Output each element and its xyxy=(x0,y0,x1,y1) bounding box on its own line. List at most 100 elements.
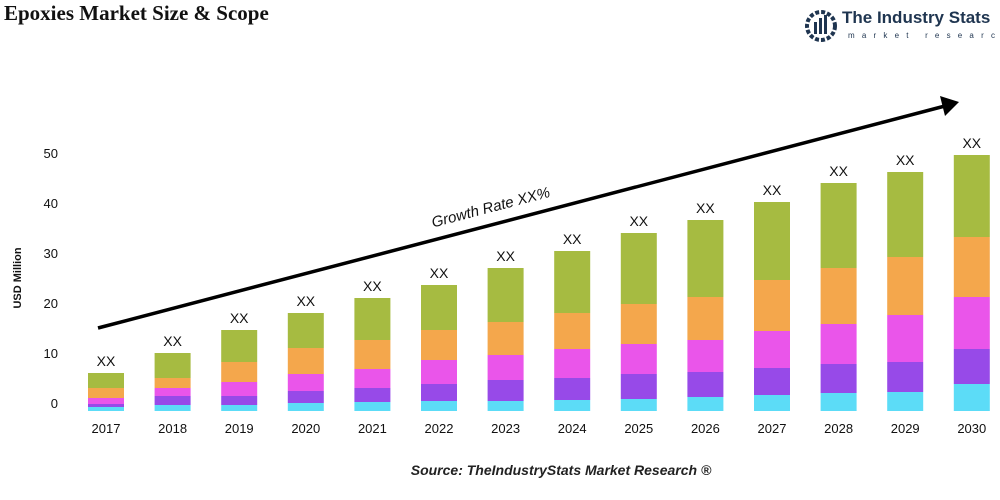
bar-stack-2021 xyxy=(354,298,391,411)
bar-segment-5 xyxy=(820,183,857,268)
data-label: XX xyxy=(496,248,515,264)
bar-segment-1 xyxy=(287,403,324,411)
bar-segment-3 xyxy=(154,388,191,396)
data-label: XX xyxy=(430,265,449,281)
bar-segment-4 xyxy=(620,304,657,344)
bar-segment-4 xyxy=(754,280,790,331)
bar-segment-4 xyxy=(687,297,724,340)
bar-segment-3 xyxy=(953,297,990,349)
data-label: XX xyxy=(629,213,648,229)
data-label: XX xyxy=(230,310,249,326)
bar-segment-2 xyxy=(154,396,191,405)
bar-stack-2025 xyxy=(620,233,657,411)
bar-segment-5 xyxy=(953,155,990,237)
bar-segment-1 xyxy=(754,395,790,411)
bar-segment-4 xyxy=(221,362,258,382)
bar-segment-5 xyxy=(687,220,724,297)
bar-stack-2030 xyxy=(953,155,990,411)
x-tick-label: 2023 xyxy=(491,421,520,436)
bar-segment-4 xyxy=(953,237,990,297)
bar-segment-1 xyxy=(154,405,191,411)
bar-segment-5 xyxy=(421,285,457,330)
bar-segment-5 xyxy=(620,233,657,304)
data-label: XX xyxy=(97,353,116,369)
bar-segment-1 xyxy=(554,400,591,411)
data-label: XX xyxy=(763,182,782,198)
x-tick-label: 2021 xyxy=(358,421,387,436)
x-tick-label: 2025 xyxy=(624,421,653,436)
bar-segment-3 xyxy=(421,360,457,384)
logo-tagline: market research xyxy=(848,31,1000,40)
logo-name: The Industry Stats xyxy=(842,8,991,27)
bar-segment-4 xyxy=(487,322,524,355)
bar-segment-1 xyxy=(687,397,724,411)
data-label: XX xyxy=(563,231,582,247)
x-tick-label: 2018 xyxy=(158,421,187,436)
bar-segment-2 xyxy=(687,372,724,397)
bar-segment-1 xyxy=(354,402,391,411)
data-label: XX xyxy=(163,333,182,349)
x-tick-label: 2019 xyxy=(225,421,254,436)
bar-segment-1 xyxy=(421,401,457,411)
bar-segment-3 xyxy=(354,369,391,388)
bar-segment-2 xyxy=(953,349,990,384)
bar-segment-2 xyxy=(88,404,124,407)
x-tick-label: 2029 xyxy=(891,421,920,436)
bar-segment-1 xyxy=(820,393,857,411)
bar-segment-5 xyxy=(221,330,258,362)
bar-segment-5 xyxy=(154,353,191,378)
logo: The Industry Stats market research xyxy=(804,6,1000,46)
bar-segment-3 xyxy=(88,398,124,404)
x-tick-label: 2017 xyxy=(92,421,121,436)
data-label: XX xyxy=(296,293,315,309)
bar-segment-5 xyxy=(554,251,591,313)
bar-segment-2 xyxy=(820,364,857,393)
bar-segment-2 xyxy=(887,362,924,392)
data-label: XX xyxy=(363,278,382,294)
bar-stack-2023 xyxy=(487,268,524,411)
bar-stack-2017 xyxy=(88,373,124,411)
x-tick-label: 2022 xyxy=(425,421,454,436)
bar-stack-2018 xyxy=(154,353,191,411)
bar-stack-2022 xyxy=(421,285,457,411)
bar-segment-3 xyxy=(221,382,258,396)
bar-segment-3 xyxy=(754,331,790,368)
data-label: XX xyxy=(896,152,915,168)
bar-stack-2024 xyxy=(554,251,591,411)
y-tick-label: 0 xyxy=(51,396,58,411)
bar-segment-3 xyxy=(820,324,857,364)
bar-segment-2 xyxy=(421,384,457,401)
bar-segment-2 xyxy=(354,388,391,402)
bar-segment-3 xyxy=(554,349,591,378)
bar-segment-2 xyxy=(620,374,657,399)
bar-stack-2019 xyxy=(221,330,258,411)
source-note: Source: TheIndustryStats Market Research… xyxy=(411,462,712,478)
bar-segment-1 xyxy=(88,407,124,411)
bar-segment-4 xyxy=(887,257,924,315)
bar-segment-1 xyxy=(487,401,524,411)
growth-arrow-line xyxy=(97,104,946,330)
bar-stack-2028 xyxy=(820,183,857,411)
bar-segment-5 xyxy=(88,373,124,388)
bar-segment-5 xyxy=(754,202,790,280)
data-label: XX xyxy=(829,163,848,179)
bar-segment-5 xyxy=(487,268,524,322)
x-tick-label: 2027 xyxy=(758,421,787,436)
bar-segment-4 xyxy=(820,268,857,324)
bar-segment-4 xyxy=(421,330,457,360)
x-tick-label: 2030 xyxy=(957,421,986,436)
bar-stack-2029 xyxy=(887,172,924,411)
bar-segment-4 xyxy=(354,340,391,369)
bar-segment-5 xyxy=(354,298,391,340)
bar-segment-5 xyxy=(287,313,324,348)
bar-segment-2 xyxy=(287,391,324,403)
growth-arrow-head-icon xyxy=(940,96,959,116)
bar-segment-2 xyxy=(221,396,258,405)
bar-segment-4 xyxy=(287,348,324,374)
bar-segment-1 xyxy=(953,384,990,411)
bar-segment-2 xyxy=(754,368,790,395)
y-tick-label: 40 xyxy=(44,196,58,211)
bar-segment-3 xyxy=(287,374,324,391)
bar-segment-2 xyxy=(554,378,591,400)
